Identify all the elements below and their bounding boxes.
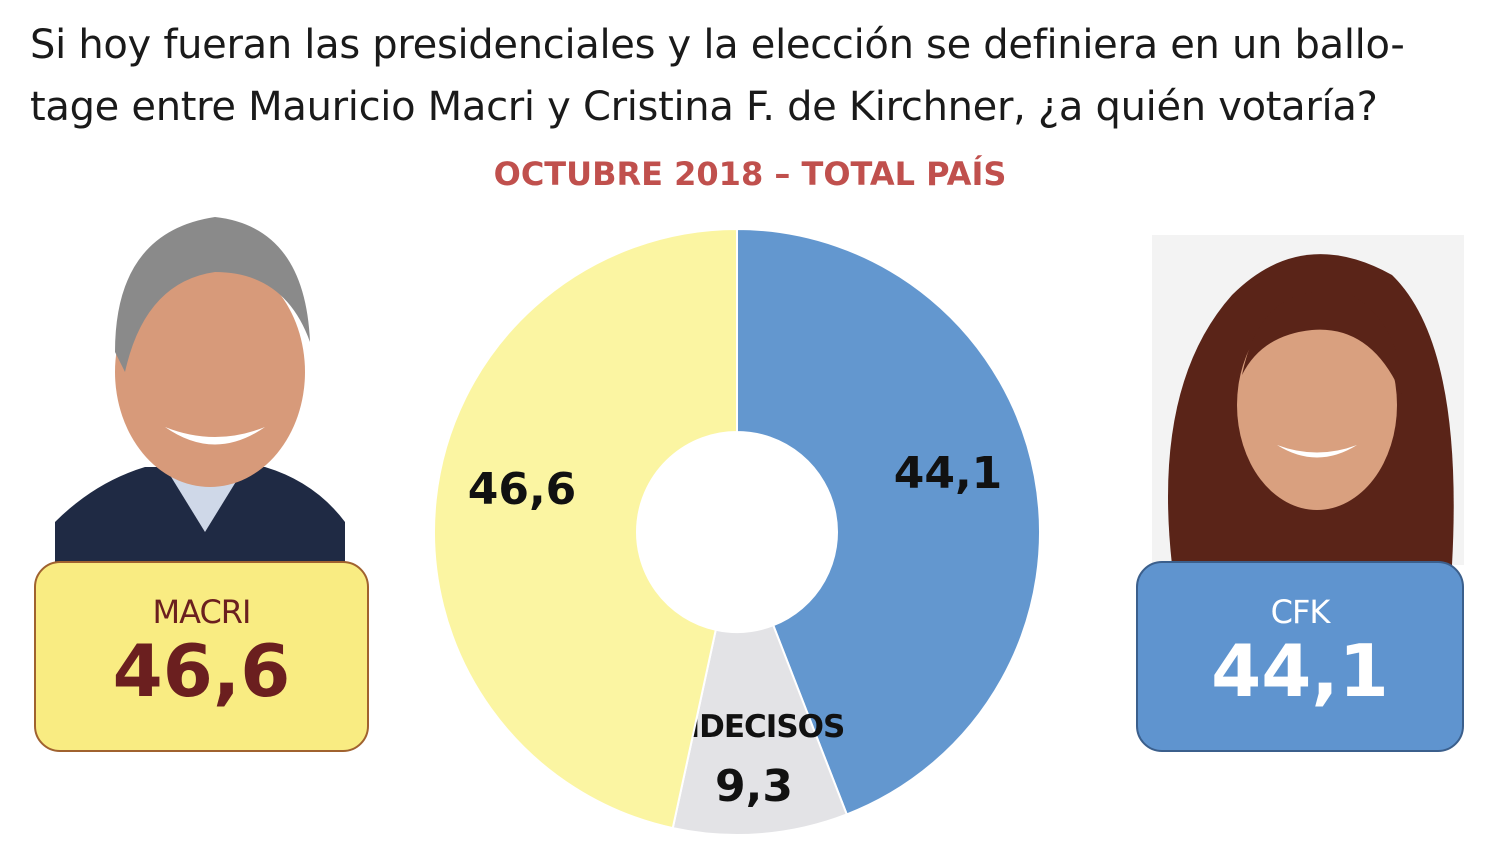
cfk-photo [1152,235,1464,565]
macri-result-box: MACRI 46,6 [34,561,369,752]
macri-name: MACRI [152,593,252,631]
cfk-result-box: CFK 44,1 [1136,561,1464,752]
macri-value: 46,6 [112,629,291,713]
macri-photo [55,217,345,562]
slice-value-label: 9,3 [715,761,793,812]
chart-subtitle: OCTUBRE 2018 – TOTAL PAÍS [493,155,1007,193]
donut-slice-1 [671,623,849,836]
cfk-value: 44,1 [1211,629,1389,713]
slice-value-label: 46,6 [468,464,577,515]
slice-value-label: 44,1 [894,448,1003,499]
donut-slice-2 [433,227,738,830]
cfk-name: CFK [1270,593,1331,631]
donut-slice-0 [736,227,1041,816]
chart-title: Si hoy fueran las presidenciales y la el… [30,22,1405,130]
